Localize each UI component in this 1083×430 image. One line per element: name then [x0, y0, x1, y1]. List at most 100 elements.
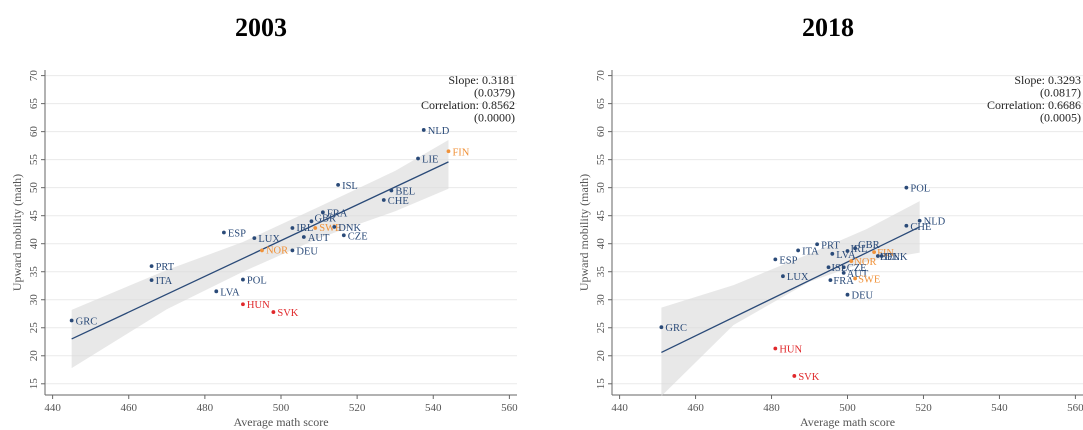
y-tick-label: 65	[28, 98, 40, 110]
stat-line: Slope: 0.3181	[448, 73, 515, 87]
y-tick-label: 60	[595, 126, 607, 138]
data-point-dnk	[879, 254, 884, 258]
y-tick-label: 15	[595, 378, 607, 390]
y-tick-label: 35	[595, 266, 607, 278]
point-label: NOR	[854, 257, 876, 268]
stat-line: (0.0379)	[474, 86, 515, 100]
point-label: CZE	[847, 263, 867, 274]
fit-line	[661, 226, 920, 353]
x-tick-label: 540	[991, 402, 1008, 414]
data-point-lva	[214, 289, 219, 294]
data-point-nld	[421, 128, 426, 132]
x-tick-label: 520	[349, 402, 366, 414]
point-label: NOR	[266, 245, 288, 256]
point-label: LVA	[836, 250, 856, 261]
x-tick-label: 480	[197, 402, 214, 414]
point-label: IRL	[851, 244, 868, 255]
y-tick-label: 20	[28, 350, 40, 362]
panel-title: 2003	[235, 13, 287, 42]
point-label: HUN	[247, 300, 270, 311]
x-tick-label: 500	[839, 402, 856, 414]
point-label: ESP	[779, 255, 797, 266]
point-label: DEU	[852, 291, 874, 302]
point-label: GRC	[665, 323, 687, 334]
point-label: FIN	[452, 147, 469, 158]
data-point-che	[381, 198, 386, 202]
x-tick-label: 480	[763, 402, 780, 414]
x-tick-label: 460	[120, 402, 137, 414]
x-tick-label: 540	[425, 402, 442, 414]
y-tick-label: 45	[28, 210, 40, 222]
data-point-che	[904, 223, 909, 228]
point-label: HUN	[779, 344, 802, 355]
data-point-aut	[301, 235, 306, 239]
data-point-gbr	[309, 219, 314, 224]
data-point-deu	[845, 292, 850, 297]
stat-line: (0.0817)	[1040, 86, 1081, 100]
stat-line: Slope: 0.3293	[1014, 73, 1081, 87]
point-label: LUX	[787, 272, 809, 283]
data-point-isl	[826, 265, 831, 270]
data-point-bel	[389, 188, 394, 193]
point-label: POL	[247, 276, 267, 287]
y-tick-label: 25	[28, 322, 40, 334]
y-tick-label: 40	[28, 238, 40, 250]
y-tick-label: 15	[28, 378, 40, 390]
data-point-cze	[341, 233, 346, 238]
y-tick-label: 50	[28, 182, 40, 194]
data-point-dnk	[332, 224, 337, 229]
y-tick-label: 35	[28, 266, 40, 278]
point-label: DNK	[885, 252, 908, 263]
data-point-svk	[792, 374, 797, 378]
point-label: NLD	[428, 126, 450, 137]
point-label: AUT	[308, 233, 330, 244]
data-point-grc	[659, 325, 664, 330]
data-point-isl	[336, 182, 340, 187]
x-axis-title: Average math score	[800, 415, 895, 429]
y-tick-label: 60	[28, 126, 40, 138]
stat-line: Correlation: 0.8562	[421, 98, 515, 112]
data-point-esp	[222, 230, 226, 235]
data-point-fin	[872, 250, 876, 255]
y-tick-label: 55	[28, 154, 40, 166]
point-label: CHE	[910, 222, 931, 233]
point-label: CZE	[348, 231, 368, 242]
point-label: SWE	[319, 223, 341, 234]
data-point-gbr	[853, 246, 857, 251]
data-point-lie	[416, 156, 420, 161]
point-label: DEU	[296, 246, 318, 257]
point-label: FIN	[877, 248, 894, 259]
panel-2003: 2003 15 20 25 30 35 40 45 50 55 60 65 70 440 460 480 500…	[10, 13, 518, 429]
point-label: PRT	[156, 262, 175, 273]
data-point-fra	[320, 210, 325, 215]
point-label: ITA	[156, 276, 173, 287]
data-point-swe	[313, 226, 318, 230]
point-label: GBR	[858, 240, 880, 251]
stat-line: (0.0000)	[474, 111, 515, 125]
point-label: GRC	[76, 316, 98, 327]
data-point-lva	[830, 251, 835, 256]
data-point-pol	[904, 185, 909, 190]
point-label: LIE	[422, 155, 438, 166]
x-tick-label: 460	[687, 402, 704, 414]
point-label: BEL	[880, 252, 900, 263]
x-tick-label: 440	[44, 402, 61, 414]
data-point-ita	[796, 248, 801, 253]
data-point-prt	[149, 264, 154, 269]
y-tick-label: 70	[28, 70, 40, 82]
data-point-pol	[241, 277, 245, 282]
x-axis-title: Average math score	[233, 415, 328, 429]
data-point-hun	[241, 302, 245, 307]
fit-line	[71, 161, 449, 340]
y-tick-label: 30	[595, 294, 607, 306]
point-label: ISL	[832, 263, 848, 274]
data-point-nor	[849, 259, 854, 263]
y-tick-label: 40	[595, 238, 607, 250]
stat-line: Correlation: 0.6686	[987, 98, 1081, 112]
panel-title: 2018	[802, 13, 854, 42]
point-label: POL	[910, 184, 930, 195]
data-point-lux	[781, 274, 785, 279]
stat-line: (0.0005)	[1040, 111, 1081, 125]
data-point-irl	[290, 226, 295, 230]
